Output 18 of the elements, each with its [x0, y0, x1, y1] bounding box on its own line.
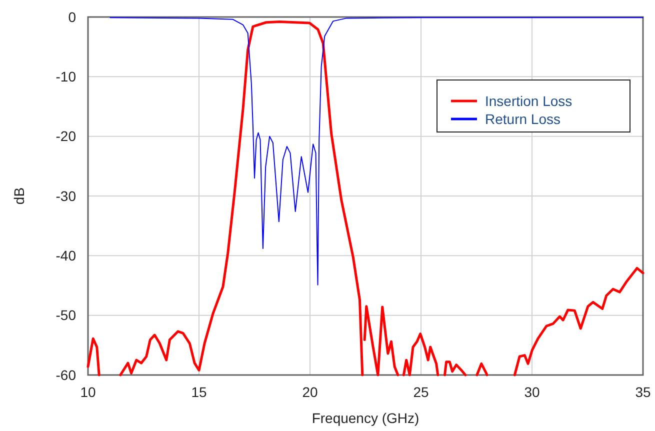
x-tick-label: 25	[413, 384, 429, 400]
x-tick-label: 15	[191, 384, 207, 400]
x-tick-label: 20	[302, 384, 318, 400]
y-tick-label: -30	[56, 188, 76, 204]
y-tick-label: -10	[56, 68, 76, 85]
x-tick-label: 35	[635, 384, 651, 400]
legend-label: Insertion Loss	[485, 92, 572, 109]
y-axis-title: dB	[11, 187, 27, 205]
y-tick-label: -40	[56, 248, 76, 264]
y-tick-label: 0	[68, 8, 76, 25]
x-tick-label: 30	[524, 384, 540, 400]
line-series	[110, 17, 644, 286]
legend-label: Return Loss	[485, 110, 560, 127]
y-tick-label: -60	[56, 366, 76, 383]
y-tick-label: -50	[56, 307, 76, 324]
x-axis-title: Frequency (GHz)	[312, 410, 420, 426]
x-tick-label: 10	[80, 384, 96, 400]
y-tick-label: -20	[56, 128, 76, 144]
